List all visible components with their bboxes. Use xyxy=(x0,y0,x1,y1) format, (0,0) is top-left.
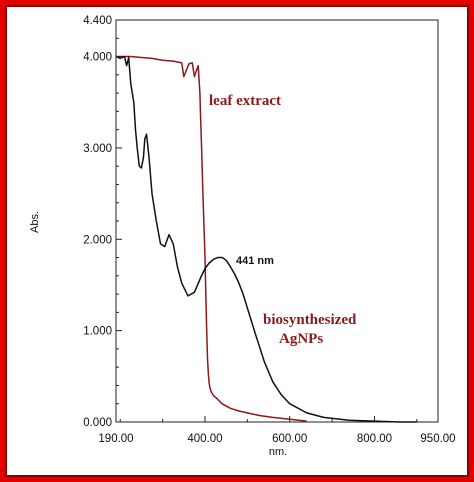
annotation-agnps-line1: biosynthesized xyxy=(263,312,357,328)
annotation-agnps-line2: AgNPs xyxy=(279,331,323,347)
y-tick-label: 1.000 xyxy=(83,326,112,338)
x-tick-label: 190.00 xyxy=(98,433,133,445)
x-tick-label: 800.00 xyxy=(357,433,392,445)
y-tick-label: 2.000 xyxy=(83,234,112,246)
y-tick-label: 0.000 xyxy=(83,417,112,429)
annotation-peak-wavelength: 441 nm xyxy=(236,255,274,267)
y-tick-label: 4.400 xyxy=(83,15,112,27)
x-tick-label: 600.00 xyxy=(272,433,307,445)
x-tick-label: 400.00 xyxy=(187,433,222,445)
annotation-leaf-extract: leaf extract xyxy=(209,93,281,109)
y-tick-label: 4.000 xyxy=(83,52,112,64)
y-tick-label: 3.000 xyxy=(83,143,112,155)
series-line-leaf-extract xyxy=(116,55,307,422)
y-axis-ticks: 0.000 1.000 2.000 3.000 4.000 4.400 xyxy=(83,15,112,429)
x-tick-label: 950.00 xyxy=(420,433,455,445)
plot-area xyxy=(115,19,439,423)
series-line-biosynthesized-agnps xyxy=(115,55,417,423)
y-axis-label: Abs. xyxy=(29,211,41,233)
x-axis-ticks: 190.00 400.00 600.00 800.00 950.00 xyxy=(98,433,455,445)
x-axis-label: nm. xyxy=(269,446,287,458)
